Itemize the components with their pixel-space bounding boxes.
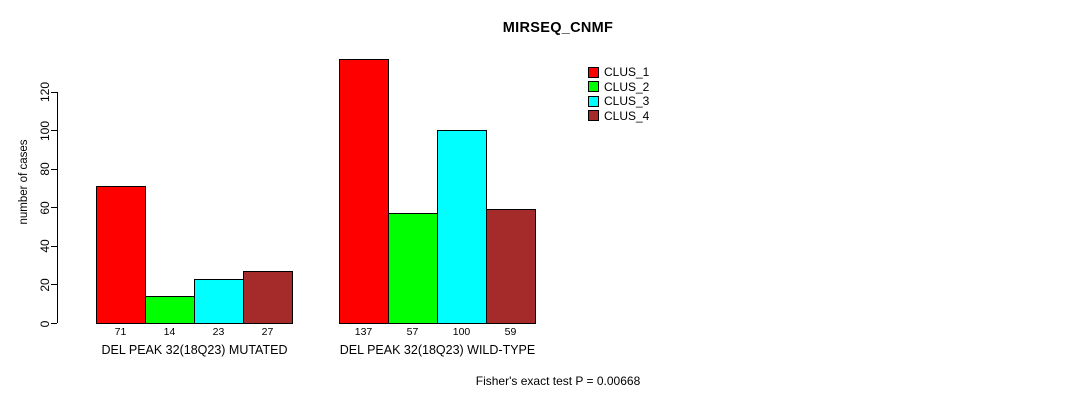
category-label: DEL PEAK 32(18Q23) WILD-TYPE bbox=[339, 343, 536, 357]
bar-value-label: 59 bbox=[504, 326, 517, 338]
category-label: DEL PEAK 32(18Q23) MUTATED bbox=[101, 343, 288, 357]
y-tick-label: 0 bbox=[38, 320, 52, 327]
legend-label: CLUS_1 bbox=[604, 65, 650, 80]
bar-value-label: 100 bbox=[452, 326, 471, 338]
bar-value-label: 14 bbox=[163, 326, 176, 338]
y-tick-label: 80 bbox=[38, 162, 52, 176]
legend: CLUS_1 CLUS_2 CLUS_3 CLUS_4 bbox=[588, 65, 649, 123]
legend-swatch-icon bbox=[588, 66, 599, 78]
y-axis-label: number of cases bbox=[18, 139, 30, 225]
legend-label: CLUS_3 bbox=[604, 94, 650, 109]
fisher-test-annotation: Fisher's exact test P = 0.00668 bbox=[475, 374, 641, 388]
y-tick-mark bbox=[51, 245, 57, 247]
y-tick-label: 20 bbox=[38, 278, 52, 292]
legend-label: CLUS_4 bbox=[604, 108, 650, 123]
bar-value-label: 57 bbox=[406, 326, 419, 338]
bar-clus_4-group1 bbox=[243, 270, 293, 324]
y-tick-mark bbox=[51, 323, 57, 324]
bar-value-label: 23 bbox=[212, 326, 225, 338]
bar-value-label: 71 bbox=[114, 326, 127, 338]
bar-clus_3-group1 bbox=[194, 278, 244, 324]
legend-swatch-icon bbox=[588, 95, 599, 107]
y-tick-mark bbox=[51, 130, 57, 132]
bar-clus_2-group2 bbox=[388, 213, 438, 324]
legend-item-clus_2: CLUS_2 bbox=[588, 80, 649, 95]
legend-swatch-icon bbox=[588, 110, 599, 122]
bar-clus_4-group2 bbox=[486, 209, 536, 324]
bar-clus_2-group1 bbox=[145, 296, 195, 324]
y-tick-mark bbox=[51, 207, 57, 209]
y-tick-mark bbox=[51, 284, 57, 286]
y-tick-mark bbox=[51, 168, 57, 170]
bar-clus_1-group2 bbox=[339, 58, 389, 324]
legend-item-clus_4: CLUS_4 bbox=[588, 109, 649, 124]
y-tick-label: 120 bbox=[38, 82, 52, 103]
legend-item-clus_1: CLUS_1 bbox=[588, 65, 649, 80]
bar-value-label: 27 bbox=[261, 326, 274, 338]
y-tick-label: 40 bbox=[38, 239, 52, 254]
y-axis-line bbox=[57, 91, 58, 323]
bar-value-label: 137 bbox=[354, 326, 373, 338]
legend-swatch-icon bbox=[588, 81, 599, 93]
legend-item-clus_3: CLUS_3 bbox=[588, 94, 649, 109]
chart-title: MIRSEQ_CNMF bbox=[502, 20, 614, 36]
y-tick-label: 60 bbox=[38, 201, 52, 215]
legend-label: CLUS_2 bbox=[604, 79, 650, 94]
bar-clus_1-group1 bbox=[96, 186, 146, 324]
y-tick-mark bbox=[51, 91, 57, 93]
bar-clus_3-group2 bbox=[437, 130, 487, 324]
y-tick-label: 100 bbox=[38, 120, 52, 141]
